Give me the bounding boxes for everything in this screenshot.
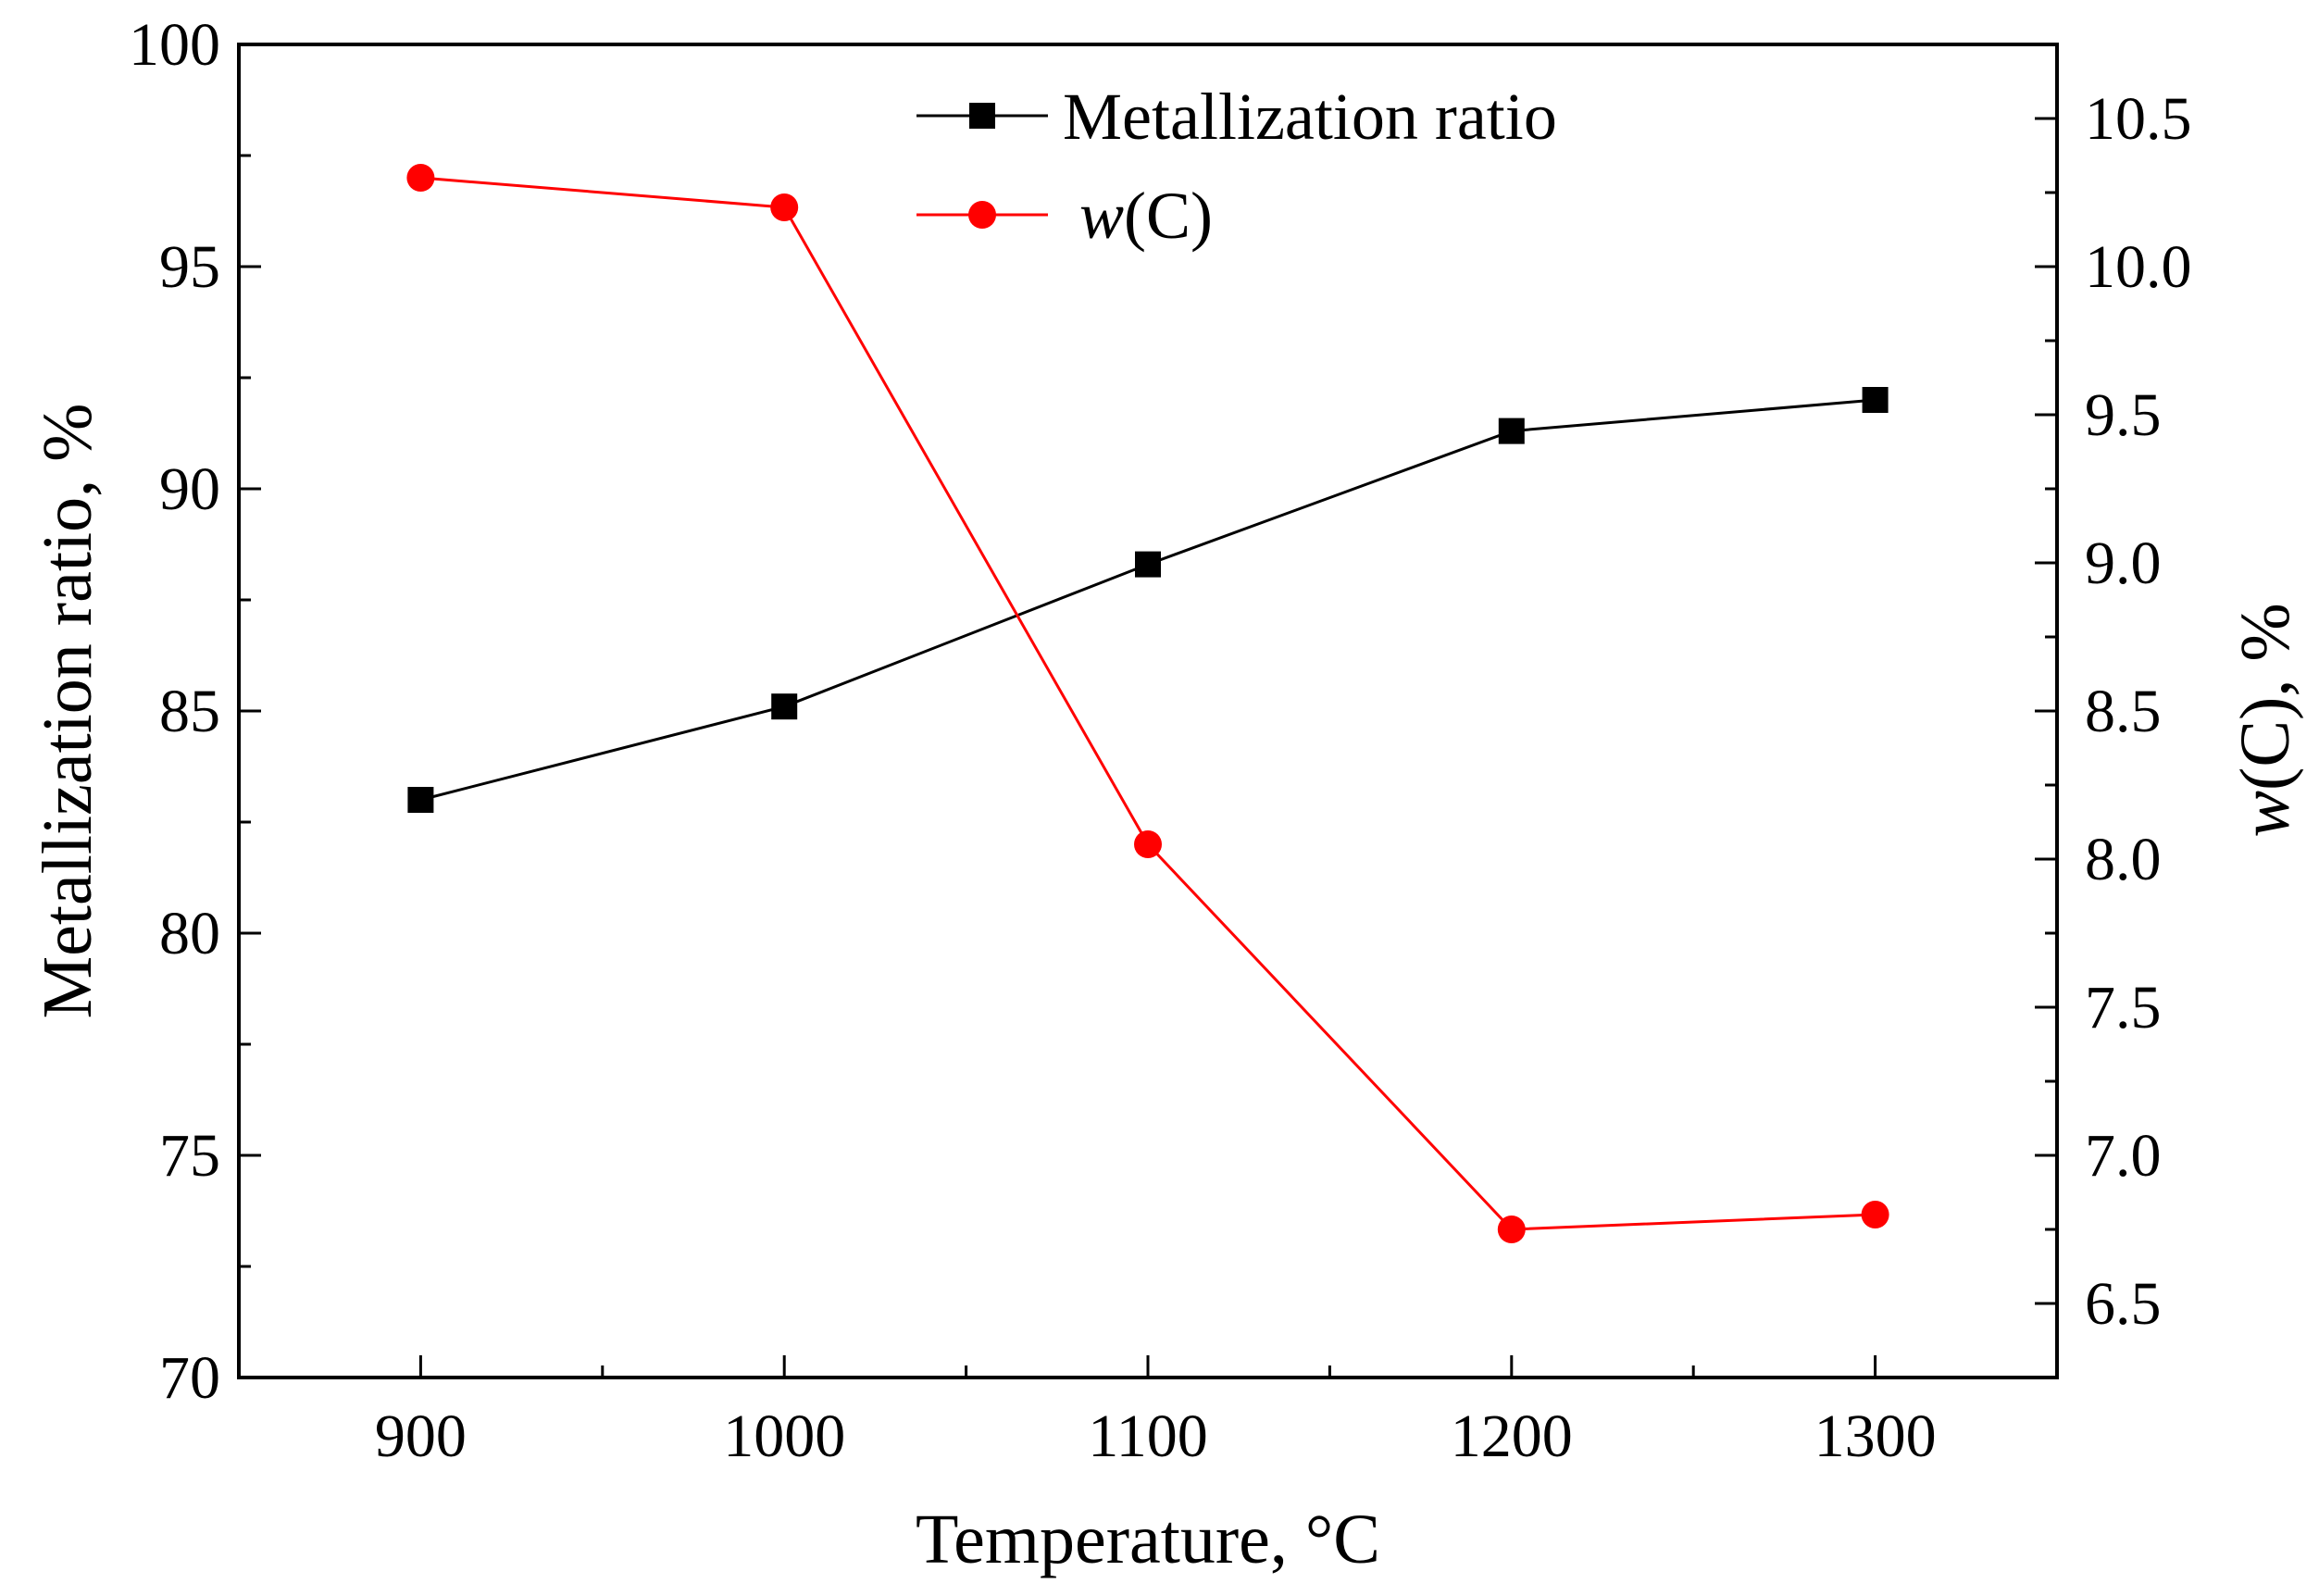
legend-label-carbon-italic: w [1079, 179, 1124, 253]
y-left-tick-label: 100 [129, 11, 220, 79]
series-layer [406, 164, 1889, 1243]
y-left-tick-label: 80 [159, 900, 220, 967]
y-right-tick-label: 9.0 [2085, 530, 2162, 597]
y-left-tick-label: 85 [159, 678, 220, 745]
x-tick-labels: 900 1000 1100 1200 1300 [375, 1403, 1937, 1470]
x-tick-label: 900 [375, 1403, 467, 1470]
x-tick-label: 1300 [1814, 1403, 1937, 1470]
legend-marker-carbon [968, 201, 996, 229]
y-right-axis-title-italic: w [2226, 791, 2304, 838]
y-right-axis-title: w(C), % [2226, 603, 2304, 837]
series-carbon-content [406, 164, 1889, 1243]
y-left-axis-title: Metallization ratio, % [29, 404, 106, 1019]
data-point-square [1862, 387, 1889, 413]
y-right-tick-label: 9.5 [2085, 381, 2162, 449]
x-tick-label: 1000 [723, 1403, 845, 1470]
data-point-circle [1497, 1216, 1526, 1243]
legend-label-carbon: w(C) [1079, 179, 1213, 253]
data-point-square [771, 693, 798, 720]
y-right-tick-label: 7.5 [2085, 974, 2162, 1041]
legend-label-carbon-rest: (C) [1124, 179, 1213, 253]
legend-label-metallization: Metallization ratio [1063, 80, 1557, 154]
data-point-circle [1861, 1201, 1889, 1228]
data-point-circle [770, 193, 799, 221]
data-point-circle [406, 164, 435, 192]
x-tick-label: 1200 [1451, 1403, 1573, 1470]
y-right-tick-label: 7.0 [2085, 1122, 2162, 1190]
x-axis-title: Temperature, °C [916, 1501, 1380, 1578]
legend-marker-metallization [969, 103, 995, 129]
data-point-square [1498, 418, 1525, 444]
y-left-tick-label: 90 [159, 455, 220, 523]
y-right-axis-title-rest: (C), % [2226, 603, 2304, 791]
series-line [420, 398, 1876, 802]
plot-frame [237, 43, 2059, 1379]
y-right-tick-label: 10.5 [2085, 85, 2192, 153]
data-point-square [1135, 551, 1161, 578]
y-right-tick-label: 8.0 [2085, 826, 2162, 893]
y-left-tick-label: 75 [159, 1122, 220, 1190]
y-right-tick-label: 6.5 [2085, 1270, 2162, 1338]
series-line [420, 176, 1876, 1231]
y-right-tick-labels: 6.5 7.0 7.5 8.0 8.5 9.0 9.5 10.0 10.5 [2085, 85, 2192, 1338]
y-left-tick-label: 95 [159, 233, 220, 301]
y-left-tick-labels: 70 75 80 85 90 95 100 [129, 11, 220, 1412]
data-point-square [407, 787, 434, 813]
x-tick-label: 1100 [1088, 1403, 1208, 1470]
series-metallization-ratio [407, 387, 1889, 813]
y-right-tick-label: 10.0 [2085, 233, 2192, 301]
data-point-circle [1134, 830, 1162, 858]
y-left-tick-label: 70 [159, 1344, 220, 1412]
legend: Metallization ratio w(C) [916, 80, 1557, 253]
y-right-tick-label: 8.5 [2085, 678, 2162, 745]
axis-ticks [239, 43, 2057, 1379]
